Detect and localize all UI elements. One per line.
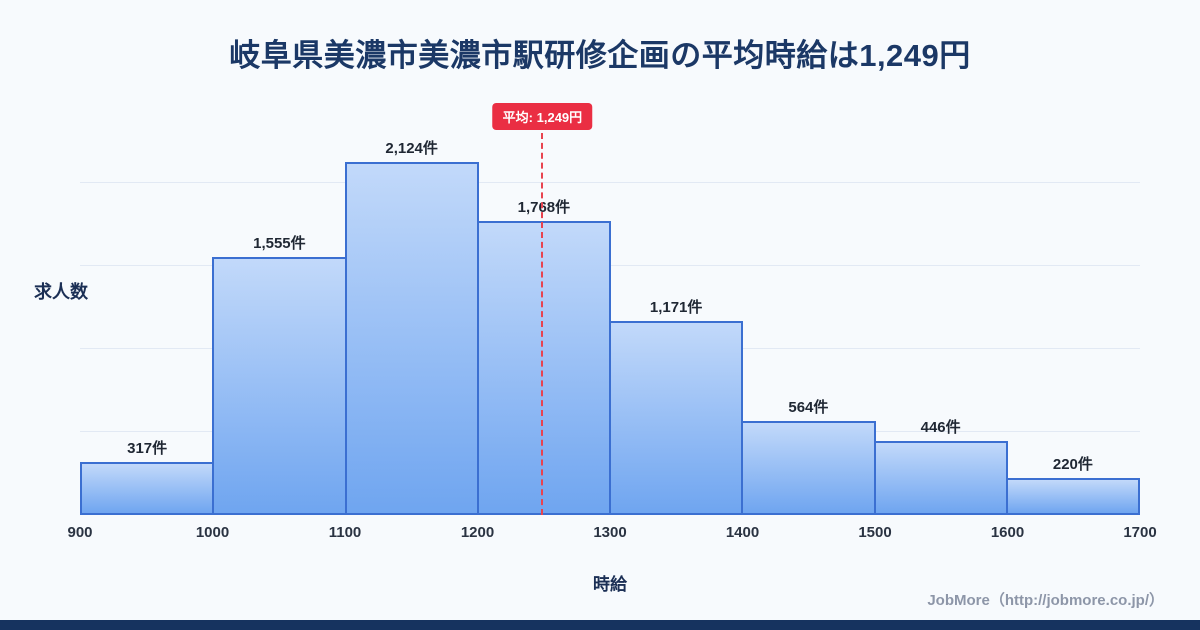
x-tick-label: 1000	[195, 524, 230, 541]
footer-credit: JobMore（http://jobmore.co.jp/）	[927, 592, 1164, 609]
y-axis-label: 求人数	[34, 282, 88, 302]
histogram-bar: 446件	[873, 419, 1008, 515]
histogram-bar: 2,124件	[344, 140, 479, 515]
bar-value-label: 317件	[127, 440, 168, 458]
average-line	[541, 133, 544, 515]
plot-area: 317件 1,555件 2,124件 1,768件 1,171件 564件 446件 220件…	[80, 103, 1140, 515]
bar-value-label: 446件	[920, 418, 961, 436]
histogram-bar: 220件	[1005, 456, 1140, 515]
bar-value-label: 564件	[788, 399, 829, 417]
footer-bar	[0, 620, 1200, 630]
chart-title: 岐阜県美濃市美濃市駅研修企画の平均時給は1,249円	[229, 38, 971, 73]
x-tick-label: 1400	[725, 524, 760, 541]
gridline	[80, 181, 1140, 183]
average-badge: 平均: 1,249円	[492, 103, 593, 130]
x-tick-label: 900	[67, 524, 93, 541]
x-tick-label: 1700	[1123, 524, 1157, 541]
x-tick-label: 1300	[593, 524, 627, 541]
histogram-bar: 1,171件	[609, 299, 744, 515]
x-tick-label: 1200	[460, 524, 495, 541]
x-axis-ticks: 900 1000 1100 1200 1300 1400 1500 1600 1700	[67, 524, 1156, 546]
bar-value-label: 2,124件	[385, 140, 438, 158]
bars-container: 317件 1,555件 2,124件 1,768件 1,171件 564件 446件 220件	[80, 133, 1140, 515]
x-tick-label: 1500	[858, 524, 892, 541]
x-tick-label: 1600	[990, 524, 1025, 541]
x-axis-label: 時給	[593, 575, 627, 594]
histogram-bar: 1,768件	[476, 199, 611, 515]
histogram-bar: 564件	[741, 399, 876, 515]
bar-value-label: 1,171件	[649, 298, 703, 316]
histogram-bar: 1,555件	[212, 235, 347, 515]
x-tick-label: 1100	[328, 524, 362, 541]
bar-value-label: 1,768件	[517, 199, 571, 217]
histogram-bar: 317件	[80, 440, 215, 515]
bar-value-label: 220件	[1052, 456, 1093, 474]
bar-value-label: 1,555件	[253, 234, 306, 252]
